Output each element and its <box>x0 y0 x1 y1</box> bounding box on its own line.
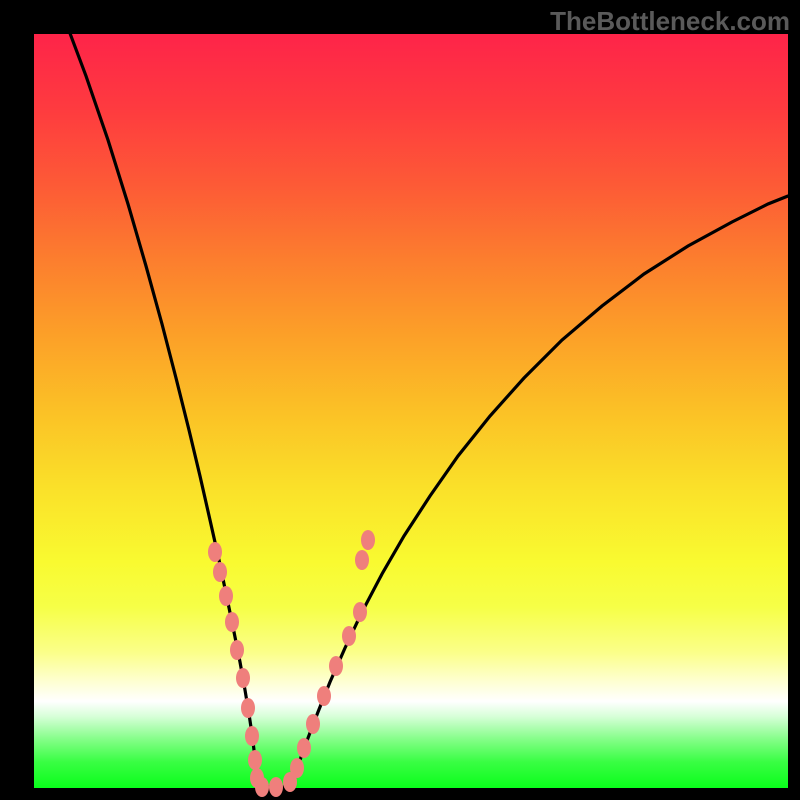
marker-dot <box>255 777 269 797</box>
marker-dot <box>230 640 244 660</box>
marker-dot <box>355 550 369 570</box>
marker-dot <box>329 656 343 676</box>
marker-dot <box>353 602 367 622</box>
marker-dot <box>317 686 331 706</box>
marker-dot <box>219 586 233 606</box>
marker-dot <box>342 626 356 646</box>
right-curve <box>292 196 788 787</box>
marker-dot <box>208 542 222 562</box>
marker-dot <box>297 738 311 758</box>
marker-dot <box>241 698 255 718</box>
marker-dot <box>236 668 250 688</box>
watermark-text: TheBottleneck.com <box>550 6 790 37</box>
marker-dot <box>248 750 262 770</box>
marker-dot <box>361 530 375 550</box>
chart-container: TheBottleneck.com <box>0 0 800 800</box>
marker-dot <box>213 562 227 582</box>
curve-layer <box>0 0 800 800</box>
left-curve <box>62 12 258 787</box>
marker-dot <box>290 758 304 778</box>
marker-dot <box>306 714 320 734</box>
marker-group <box>208 530 375 797</box>
marker-dot <box>269 777 283 797</box>
marker-dot <box>225 612 239 632</box>
marker-dot <box>245 726 259 746</box>
